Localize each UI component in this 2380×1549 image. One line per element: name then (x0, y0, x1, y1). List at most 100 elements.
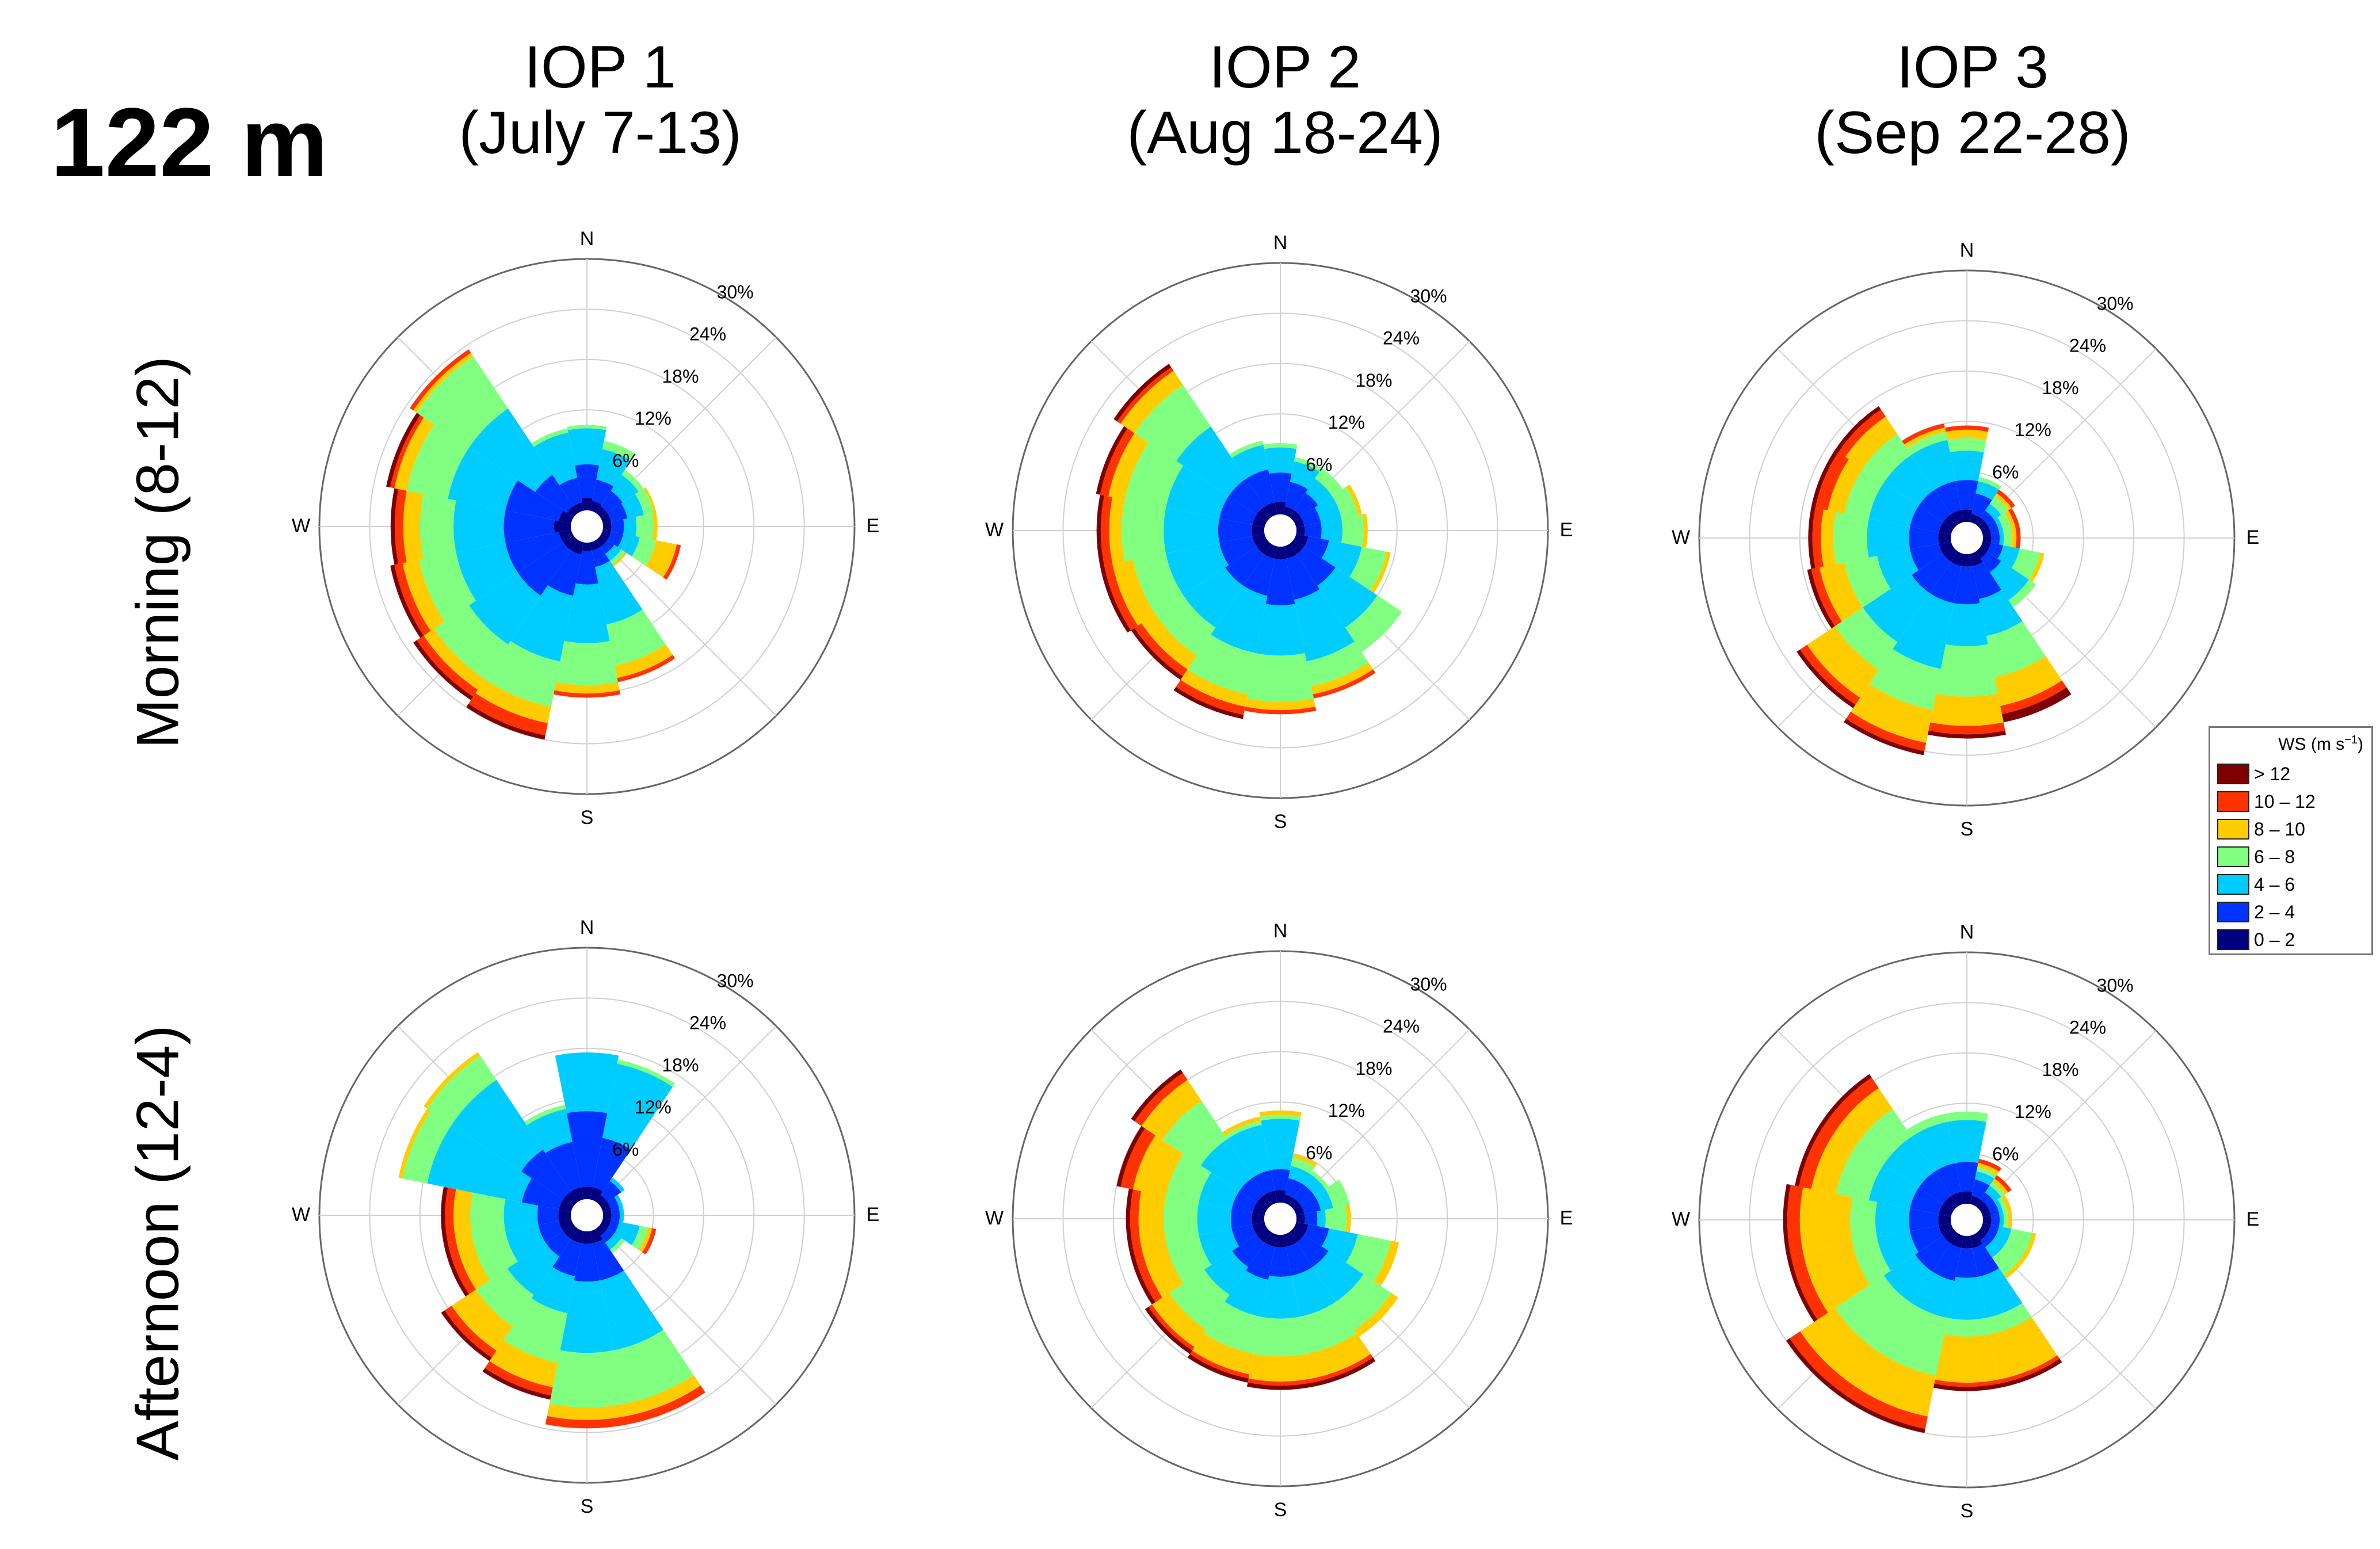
rose-bar-segment (2007, 1211, 2012, 1229)
rose-bar-segment (1116, 1125, 1145, 1187)
rose-bar-segment (1994, 1226, 2012, 1245)
rose-bar-segment (1955, 1247, 1978, 1278)
rose-bar-segment (1252, 533, 1267, 547)
rose-bar-segment (1314, 1189, 1333, 1211)
rose-bar-segment (646, 540, 677, 578)
height-label: 122 m (51, 88, 329, 197)
rose-bar-segment (470, 1192, 506, 1238)
rose-bar-segment (596, 449, 631, 487)
rose-bar-segment (1294, 1222, 1309, 1235)
rose-bar-segment (1108, 433, 1149, 500)
rose-bar-segment (1985, 503, 2001, 520)
rose-bar-segment (1294, 589, 1355, 662)
rose-bar-segment (554, 682, 620, 694)
rose-bar-segment (1985, 1238, 2005, 1258)
rose-bar-segment (1799, 1187, 1853, 1253)
rose-bar-segment (1263, 443, 1298, 449)
rose-bar-segment (624, 1375, 701, 1416)
rose-bar-segment (1783, 1184, 1791, 1256)
rose-bar-segment (1189, 1350, 1250, 1379)
rose-bar-segment (1987, 543, 2004, 559)
rose-bar-segment (469, 573, 541, 644)
rose-bar-segment (642, 1228, 657, 1255)
rose-bar-segment (1346, 484, 1362, 516)
rose-bar-segment (611, 519, 624, 534)
rose-bar-segment (1261, 1275, 1300, 1319)
rose-ring-label: 30% (717, 281, 754, 302)
rose-bar-segment (1317, 1210, 1326, 1228)
rose-bar-segment (1275, 1190, 1286, 1203)
rose-bar-segment (1229, 479, 1265, 515)
rose-bar-segment (1997, 513, 2012, 531)
rose-bar-segment (1836, 1146, 1884, 1201)
rose-ring-label: 24% (689, 1013, 726, 1033)
rose-bar-segment (1313, 1357, 1376, 1387)
rose-bar-segment (1935, 1334, 1999, 1383)
legend-item: 2 – 4 (2217, 899, 2373, 924)
rose-bar-segment (1992, 1178, 2008, 1195)
column-title-iop2: IOP 2 (Aug 18-24) (1026, 35, 1544, 166)
rose-bar-segment (444, 1306, 497, 1358)
rose-bar-segment (1846, 711, 1927, 751)
rose-bar-segment (621, 494, 644, 519)
column-title-iop3: IOP 3 (Sep 22-28) (1714, 35, 2232, 166)
rose-bar-segment (1341, 514, 1364, 547)
rose-bar-segment (547, 550, 582, 596)
rose-bar-segment (485, 1361, 553, 1396)
column-title-line2: (Aug 18-24) (1127, 100, 1443, 166)
rose-bar-segment (448, 448, 518, 510)
rose-bar-segment (614, 1222, 640, 1245)
rose-bar-segment (635, 513, 654, 540)
rose-bar-segment (596, 535, 608, 547)
rose-bar-segment (1915, 1235, 1951, 1272)
rose-bar-segment (1868, 482, 1919, 527)
legend-item: 4 – 6 (2217, 872, 2373, 896)
rose-bar-segment (1786, 1254, 1818, 1322)
rose-bar-segment (1232, 1234, 1265, 1267)
legend-label: 0 – 2 (2254, 929, 2295, 950)
rose-bar-segment (607, 503, 628, 522)
rose-bar-segment (552, 1239, 582, 1277)
rose-bar-segment (600, 1201, 611, 1212)
rose-bar-segment (1980, 524, 1991, 535)
rose-bar-segment (505, 1224, 546, 1262)
rose-bar-segment (1947, 438, 1986, 453)
rose-bar-segment (559, 478, 582, 506)
rose-bar-segment (1992, 1245, 2022, 1275)
rose-bar-segment (631, 1226, 649, 1250)
rose-bar-segment (574, 1243, 600, 1282)
rose-bar-segment (1876, 549, 1919, 589)
rose-bar-segment (1239, 1177, 1265, 1203)
legend: WS (m s−1) > 12 10 – 12 8 – 10 6 – 8 4 –… (2209, 726, 2373, 955)
rose-bar-segment (663, 544, 681, 580)
rose-bar-segment (1183, 567, 1244, 628)
rose-direction-label: N (1273, 920, 1288, 942)
rose-bar-segment (476, 1268, 534, 1326)
rose-bar-segment (453, 500, 506, 553)
rose-bar-segment (1972, 1243, 2000, 1277)
rose-bar-segment (1824, 1077, 1879, 1132)
rose-bar-segment (1231, 1191, 1257, 1214)
rose-bar-segment (2011, 548, 2040, 580)
rose-bar-segment (517, 542, 571, 596)
rose-bar-segment (609, 1238, 625, 1253)
rose-bar-segment (1120, 1128, 1155, 1190)
rose-bar-segment (1978, 476, 2002, 490)
rose-bar-segment (1845, 416, 1898, 469)
rose-bar-segment (1989, 1317, 2058, 1380)
rose-bar-segment (619, 1208, 624, 1223)
rose-bar-segment (607, 531, 624, 547)
rose-bar-segment (1979, 589, 2023, 636)
rose-bar-segment (1950, 451, 1984, 482)
rose-bar-segment (1199, 1228, 1239, 1265)
rose-bar-segment (1982, 533, 1992, 543)
rose-bar-segment (1244, 707, 1317, 715)
rose-bar-segment (1786, 1338, 1849, 1401)
legend-label: 10 – 12 (2254, 791, 2316, 812)
rose-bar-segment (468, 693, 548, 736)
legend-swatch (2217, 902, 2249, 922)
rose-bar-segment (1828, 459, 1863, 514)
rose-bar-segment (1943, 547, 1958, 562)
rose-bar-segment (1113, 364, 1172, 422)
rose-bar-segment (1787, 1185, 1803, 1255)
